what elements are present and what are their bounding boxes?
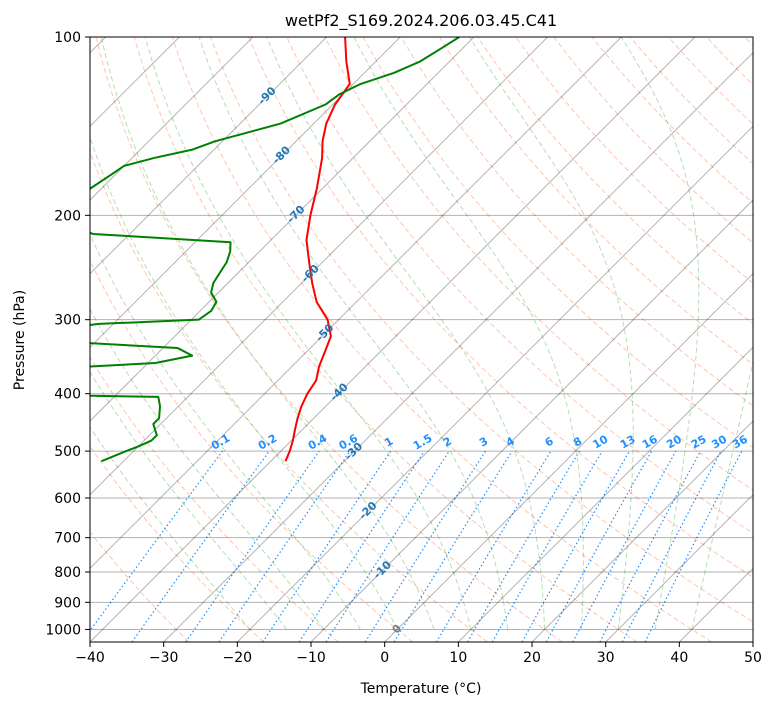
isotherm-line [310,199,753,642]
y-tick-label: 900 [54,595,81,611]
background-lines [90,37,753,642]
isotherm-line [605,493,753,642]
plot-frame [89,36,754,643]
x-tick-label: 40 [670,650,688,666]
y-tick-label: 400 [54,387,81,403]
dry-adiabat [171,37,712,642]
y-axis-title: Pressure (hPa) [12,290,28,390]
mixing-ratio-line [435,450,552,642]
y-tick-label: 500 [54,444,81,460]
x-tick-label: −30 [149,650,179,666]
moist-adiabat [198,37,509,630]
y-axis: 100 200 300 400 500 600 700 800 900 1000 [45,30,90,638]
dry-adiabat [362,37,753,449]
x-tick-label: 10 [449,650,467,666]
mixing-ratio-line [393,450,513,642]
x-axis: −40 −30 −20 −10 0 10 20 30 40 50 [75,642,762,666]
dry-adiabat [553,37,753,244]
y-tick-label: 1000 [45,622,81,638]
isotherm-line [531,420,753,642]
x-tick-label: 0 [380,650,389,666]
isotherm-line [163,51,753,642]
x-tick-label: 20 [523,650,541,666]
mixing-ratio-line [185,450,320,642]
temperature-profile [284,37,351,462]
dry-adiabat [210,37,753,623]
x-tick-label: −10 [296,650,326,666]
dry-adiabat [591,37,753,204]
mixing-ratio-line [325,450,450,642]
moist-adiabat [144,37,472,630]
dry-adiabat [439,37,753,366]
moist-adiabat [100,37,435,630]
mixing-ratio-line [521,450,631,642]
dry-adiabat [90,531,190,642]
chart-title: wetPf2_S169.2024.206.03.45.C41 [285,11,557,31]
isotherm-line [752,641,753,642]
dry-adiabat [324,37,753,491]
moist-adiabat [691,358,753,630]
y-tick-label: 300 [54,313,81,329]
dry-adiabat [95,37,563,642]
moist-adiabat [90,233,361,630]
moist-adiabat [266,37,546,630]
y-tick-label: 100 [54,30,81,46]
mixing-ratio-line [572,450,677,642]
dry-adiabat [90,150,488,642]
isotherm-line [90,37,549,496]
x-tick-label: −20 [223,650,253,666]
dewpoint-profile [90,37,460,463]
plot-background [90,37,753,642]
isotherm-line [457,346,753,642]
sounding-profiles [90,37,460,463]
isotherm-line [90,37,622,570]
isotherm-line [90,37,696,642]
mixing-ratio-line [90,450,223,632]
x-tick-label: −40 [75,650,105,666]
dry-adiabat [90,356,339,642]
isotherm-line [90,37,254,201]
moist-adiabat [620,37,700,630]
dry-adiabat [133,37,638,642]
mixing-ratio-line [218,450,351,642]
isotherm-line [90,37,475,422]
y-tick-label: 200 [54,208,81,224]
y-tick-label: 600 [54,491,81,507]
mixing-ratio-line [491,450,603,642]
x-tick-label: 50 [744,650,762,666]
dry-adiabat [90,259,414,642]
y-tick-label: 800 [54,565,81,581]
dry-adiabat [248,37,753,578]
dry-adiabat [477,37,753,325]
y-tick-label: 700 [54,531,81,547]
dry-adiabat [286,37,753,534]
x-axis-title: Temperature (°C) [360,681,482,697]
mixing-ratio-line [364,450,486,642]
mixing-ratio-line [466,450,580,642]
mixing-ratio-line [131,450,270,642]
x-tick-label: 30 [597,650,615,666]
moist-adiabat [90,308,324,630]
isotherm-line [384,272,753,642]
moist-adiabat [90,135,398,630]
dry-adiabat [400,37,753,407]
isotherm-line [236,125,753,642]
moist-adiabat [353,37,584,630]
moist-adiabat [469,37,634,630]
mixing-ratio-line [545,450,653,642]
isotherm-line [90,37,401,349]
